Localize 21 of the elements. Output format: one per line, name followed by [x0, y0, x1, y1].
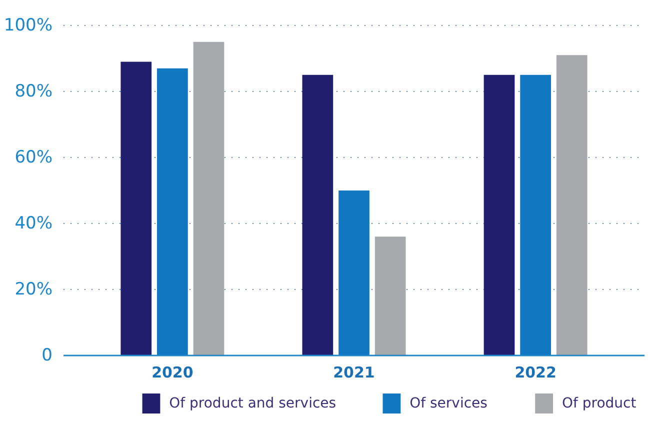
y-tick-label: 80%	[14, 81, 53, 102]
bar	[120, 62, 152, 356]
bar	[484, 74, 515, 356]
bar	[556, 55, 588, 356]
legend-label: Of product	[562, 396, 637, 412]
bar	[520, 74, 551, 356]
legend-label: Of product and services	[169, 396, 336, 412]
y-tick-label: 60%	[14, 147, 53, 168]
x-tick-label: 2022	[514, 364, 556, 382]
bar	[157, 68, 188, 356]
bar	[374, 236, 406, 356]
x-tick-label: 2021	[333, 364, 375, 382]
bar	[193, 42, 224, 356]
y-tick-label: 20%	[14, 279, 53, 300]
y-tick-label: 40%	[14, 213, 53, 234]
x-tick-label: 2020	[152, 364, 194, 382]
y-tick-label: 0	[42, 346, 53, 366]
legend-label: Of services	[410, 396, 488, 412]
bar	[302, 74, 334, 356]
bar	[338, 190, 370, 356]
y-tick-label: 100%	[4, 15, 53, 36]
